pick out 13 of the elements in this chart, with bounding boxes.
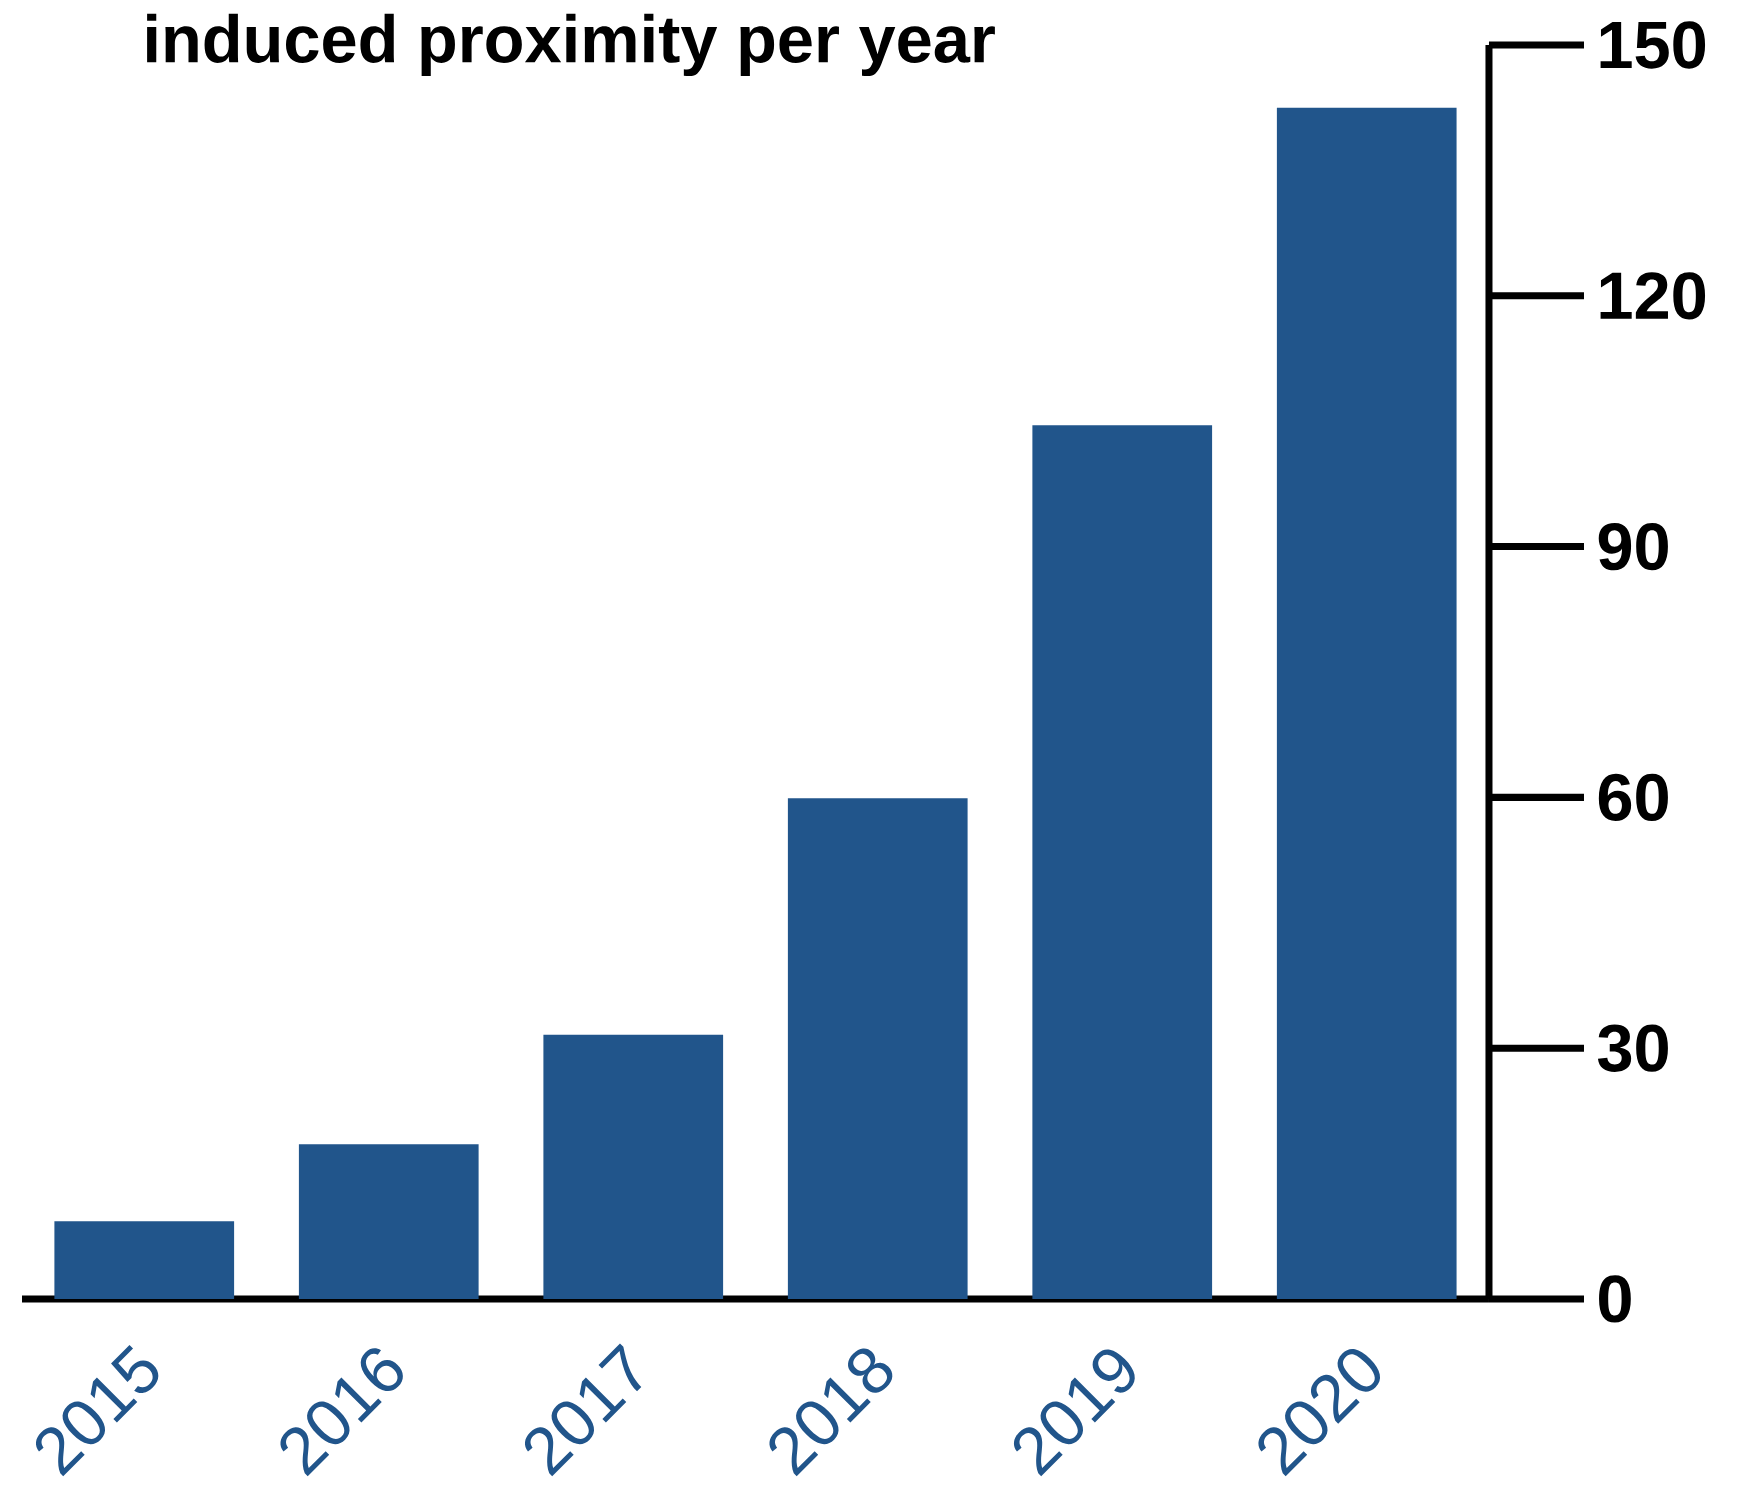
bar [1276, 107, 1457, 1299]
bar [298, 1144, 479, 1299]
bar [1032, 425, 1213, 1299]
bar [787, 798, 968, 1299]
y-tick-label: 90 [1598, 522, 1668, 571]
y-tick-label: 30 [1597, 1024, 1668, 1072]
y-tick-label: 0 [1599, 1275, 1631, 1323]
chart-title: induced proximity per year [147, 13, 995, 77]
y-tick-label: 150 [1600, 21, 1706, 69]
y-tick-label: 120 [1600, 272, 1706, 320]
y-tick-label: 60 [1598, 773, 1668, 822]
bar [543, 1034, 724, 1299]
bar [54, 1221, 235, 1299]
